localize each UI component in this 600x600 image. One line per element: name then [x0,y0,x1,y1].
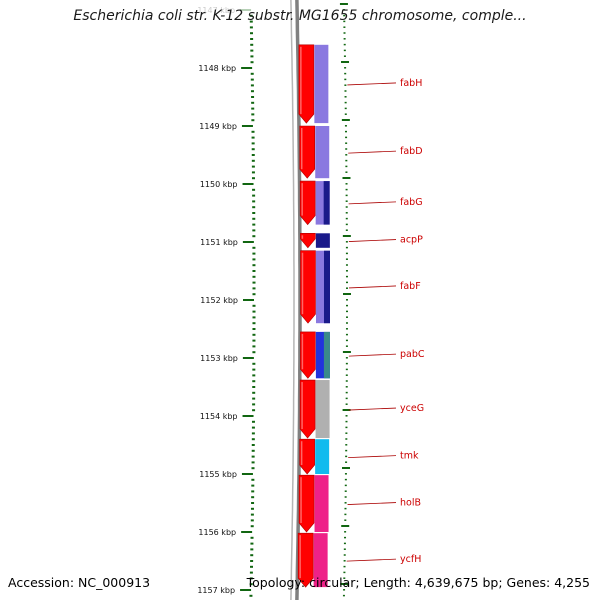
tick-label: 1157 kbp [197,586,235,595]
tick-label: 1154 kbp [200,412,238,421]
gene-label-leader [347,82,397,86]
tick-label: 1148 kbp [198,64,236,73]
cog-band [314,44,329,124]
cog-band-secondary [323,250,330,324]
gene-label-leader [348,285,397,289]
tick-mark: 1157 kbp [197,586,252,595]
gene-label: fabD [400,146,423,157]
cds-arrow [299,180,316,226]
gene-label: acpP [400,235,423,246]
cog-band [315,439,330,474]
tick-layer: 1147 kbp 1148 kbp 1149 kbp 1150 kbp 1151 kbp… [197,3,351,597]
tick-mark: 1156 kbp [198,528,253,537]
accession-label: Accession: NC_000913 [8,575,151,590]
topology-summary: Topology: circular; Length: 4,639,675 bp… [246,575,590,590]
gene-label-leader [348,150,397,154]
gene-label: fabH [400,78,422,89]
tick-label: 1149 kbp [199,122,237,131]
cds-arrow [298,44,315,124]
cog-layer [313,44,330,588]
gene-label-leader [348,455,397,458]
gene-label: fabF [400,281,421,292]
cds-arrow [299,438,315,475]
gene-label-leader [348,201,397,205]
tick-label: 1156 kbp [198,528,236,537]
cds-arrow [299,125,316,179]
tick-mark: 1149 kbp [199,122,253,131]
tick-mark: 1148 kbp [198,64,253,73]
gene-label-leader [346,558,397,562]
tick-label: 1153 kbp [200,354,238,363]
cds-arrow [300,250,316,324]
backbone-inner-line [290,0,295,600]
cog-band [315,126,330,179]
gene-label: yceG [400,403,424,414]
gene-label: tmk [400,451,419,462]
cds-arrow [300,331,316,379]
tick-label: 1152 kbp [200,296,238,305]
tick-mark: 1147 kbp [197,6,252,15]
gene-label-leader [348,407,397,411]
gene-label-leader [348,239,397,242]
gene-label: ycfH [400,554,421,565]
tick-mark: 1152 kbp [200,296,254,305]
tick-mark: 1153 kbp [200,354,254,363]
tick-mark: 1150 kbp [200,180,254,189]
cog-band-secondary [323,331,330,379]
gene-label: pabC [400,349,425,360]
gene-label-layer: fabH fabD fabG acpP fabF pabC yceG tmk holB ycfH [346,78,425,565]
tick-label: 1150 kbp [200,180,238,189]
tick-mark: 1151 kbp [200,238,254,247]
cog-band [314,475,329,532]
cds-arrow [298,474,315,533]
cog-band [315,233,330,248]
tick-label: 1151 kbp [200,238,238,247]
gene-label-leader [348,353,397,357]
cog-band-secondary [323,181,330,225]
cds-arrow [297,532,314,588]
tick-mark: 1155 kbp [199,470,253,479]
gene-label: holB [400,498,421,509]
chromosome-title: Escherichia coli str. K-12 substr. MG165… [73,8,527,24]
cog-band [313,533,328,588]
tick-mark: 1154 kbp [200,412,254,421]
gene-label-leader [347,502,397,505]
cds-arrow [300,233,316,249]
cds-layer [297,44,316,588]
cog-band [315,380,330,439]
tick-label: 1147 kbp [197,6,235,15]
gene-label: fabG [400,197,423,208]
tick-label: 1155 kbp [199,470,237,479]
cds-arrow [299,379,316,439]
